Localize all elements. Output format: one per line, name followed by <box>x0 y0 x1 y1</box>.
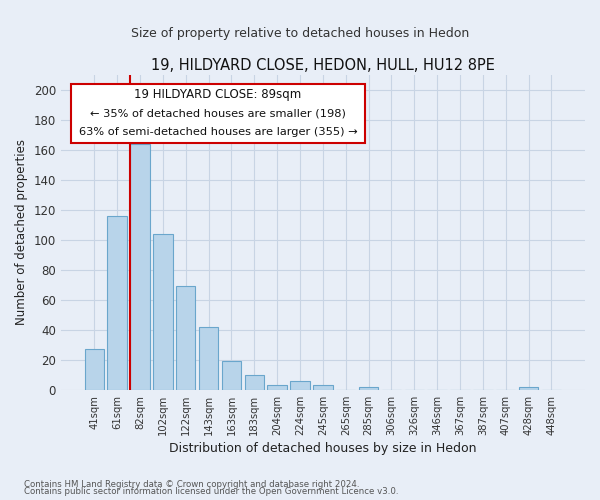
Bar <box>313 386 332 390</box>
Text: Contains HM Land Registry data © Crown copyright and database right 2024.: Contains HM Land Registry data © Crown c… <box>24 480 359 489</box>
Bar <box>199 327 218 390</box>
Bar <box>130 144 150 390</box>
Title: 19, HILDYARD CLOSE, HEDON, HULL, HU12 8PE: 19, HILDYARD CLOSE, HEDON, HULL, HU12 8P… <box>151 58 495 72</box>
Bar <box>222 362 241 390</box>
Bar <box>519 387 538 390</box>
Text: Contains public sector information licensed under the Open Government Licence v3: Contains public sector information licen… <box>24 488 398 496</box>
Bar <box>268 386 287 390</box>
FancyBboxPatch shape <box>71 84 365 142</box>
Bar <box>153 234 173 390</box>
Bar <box>107 216 127 390</box>
Text: Size of property relative to detached houses in Hedon: Size of property relative to detached ho… <box>131 28 469 40</box>
Bar <box>85 350 104 390</box>
Bar <box>359 387 379 390</box>
Text: 19 HILDYARD CLOSE: 89sqm: 19 HILDYARD CLOSE: 89sqm <box>134 88 302 102</box>
Bar <box>245 375 264 390</box>
Bar <box>290 381 310 390</box>
Bar <box>176 286 196 390</box>
X-axis label: Distribution of detached houses by size in Hedon: Distribution of detached houses by size … <box>169 442 476 455</box>
Y-axis label: Number of detached properties: Number of detached properties <box>15 140 28 326</box>
Text: ← 35% of detached houses are smaller (198): ← 35% of detached houses are smaller (19… <box>90 108 346 118</box>
Text: 63% of semi-detached houses are larger (355) →: 63% of semi-detached houses are larger (… <box>79 127 358 137</box>
